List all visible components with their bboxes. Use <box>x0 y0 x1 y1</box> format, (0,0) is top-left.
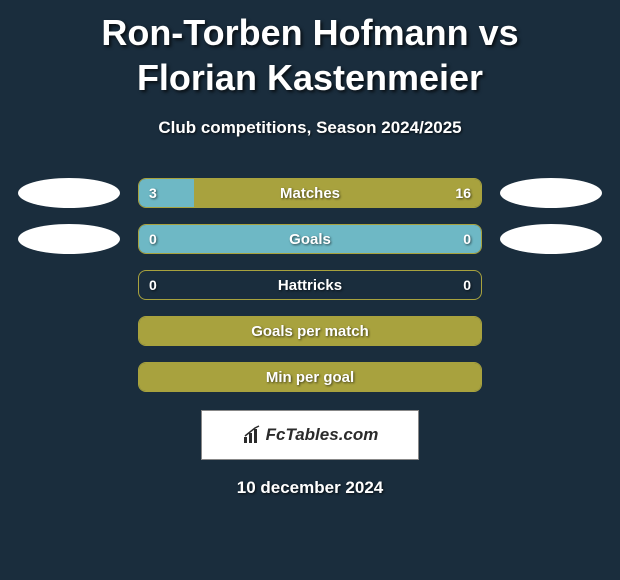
stat-label: Matches <box>139 179 481 207</box>
chart-icon <box>242 425 262 445</box>
stat-bar: 316Matches <box>138 178 482 208</box>
stat-row: Min per goal <box>10 362 610 392</box>
stat-label: Min per goal <box>139 363 481 391</box>
player-right-marker <box>500 178 602 208</box>
stat-row: 316Matches <box>10 178 610 208</box>
stat-bar: 00Goals <box>138 224 482 254</box>
stat-label: Goals per match <box>139 317 481 345</box>
stat-label: Hattricks <box>139 271 481 299</box>
stat-row: 00Goals <box>10 224 610 254</box>
stat-bar: Goals per match <box>138 316 482 346</box>
stats-section: 316Matches 00Goals 00Hattricks Goals per ma… <box>10 178 610 392</box>
stat-bar: 00Hattricks <box>138 270 482 300</box>
player-right-marker <box>500 224 602 254</box>
stat-row: 00Hattricks <box>10 270 610 300</box>
comparison-title: Ron-Torben Hofmann vs Florian Kastenmeie… <box>10 10 610 100</box>
stat-bar: Min per goal <box>138 362 482 392</box>
logo-text: FcTables.com <box>266 425 379 445</box>
player-left-marker <box>18 224 120 254</box>
stat-row: Goals per match <box>10 316 610 346</box>
stat-label: Goals <box>139 225 481 253</box>
player-left-marker <box>18 178 120 208</box>
fctables-logo[interactable]: FcTables.com <box>201 410 419 460</box>
date-label: 10 december 2024 <box>10 478 610 498</box>
comparison-subtitle: Club competitions, Season 2024/2025 <box>10 118 610 138</box>
